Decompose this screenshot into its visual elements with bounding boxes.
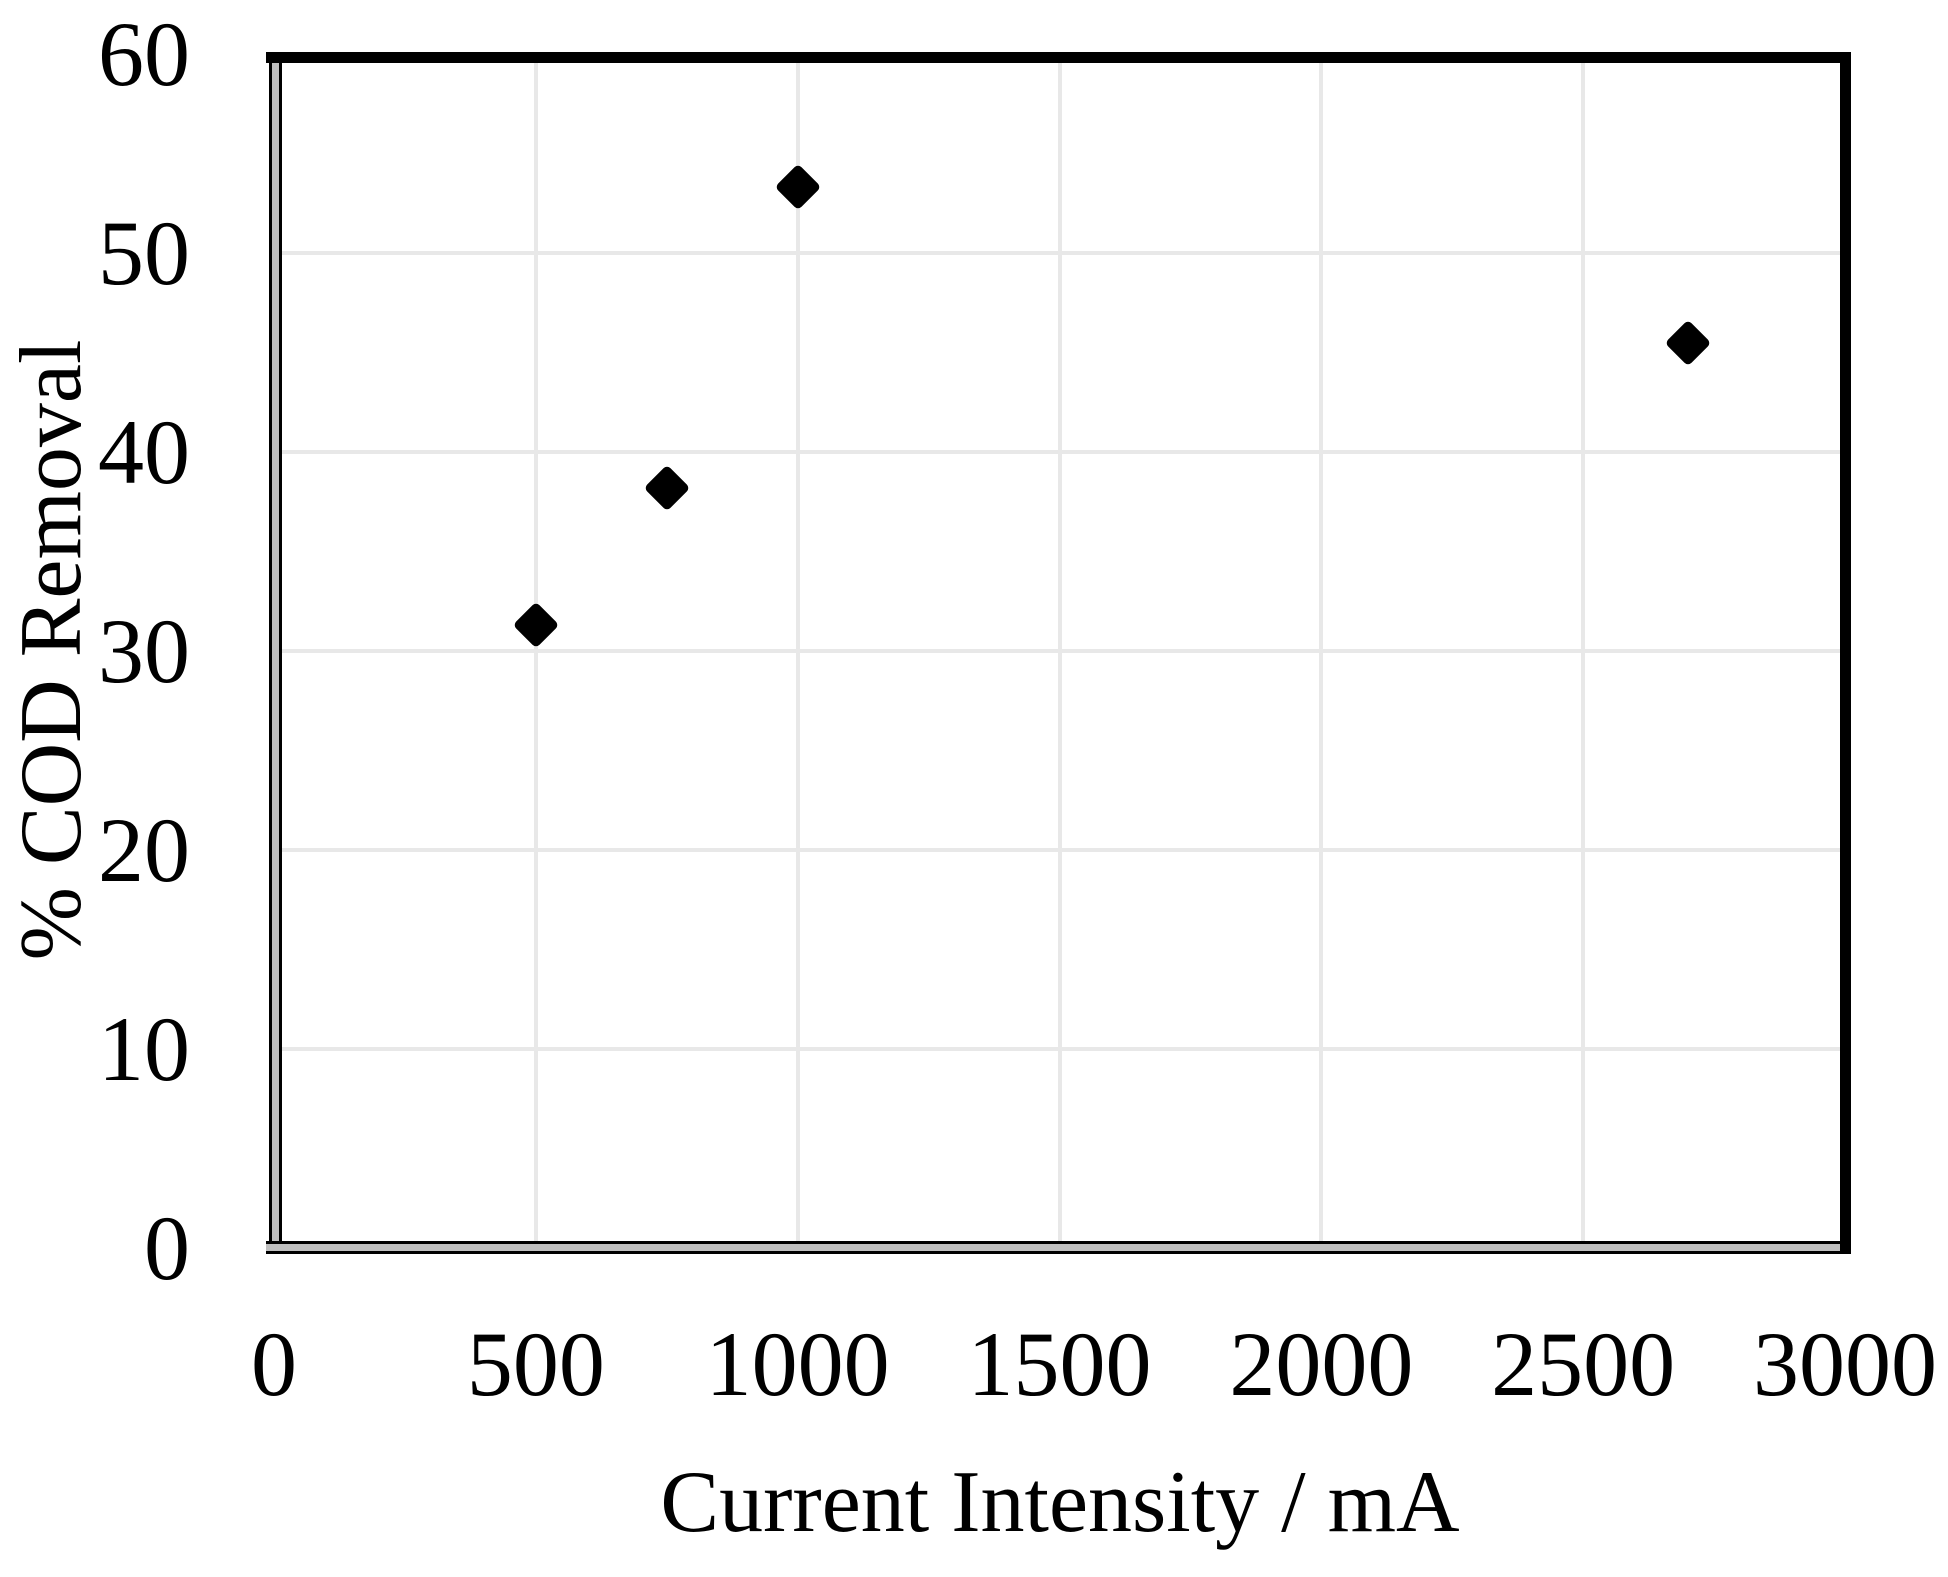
y-tick-label: 0 bbox=[144, 1197, 190, 1299]
data-point-marker bbox=[643, 464, 691, 512]
x-axis-line bbox=[266, 1241, 1851, 1254]
x-tick-label: 1000 bbox=[705, 1313, 890, 1415]
x-tick-label: 0 bbox=[251, 1313, 297, 1415]
plot-border-right bbox=[1840, 52, 1851, 1254]
y-tick-label: 20 bbox=[98, 799, 190, 901]
x-tick-label: 2500 bbox=[1491, 1313, 1676, 1415]
data-point-marker bbox=[512, 601, 560, 649]
data-point-marker bbox=[1664, 319, 1712, 366]
y-axis-title: % COD Removal bbox=[3, 339, 100, 961]
y-axis-line bbox=[269, 57, 282, 1254]
data-point-marker bbox=[774, 163, 821, 211]
y-tick-label: 60 bbox=[98, 3, 190, 105]
gridline-horizontal bbox=[282, 450, 1843, 454]
plot-area bbox=[282, 63, 1843, 1241]
y-tick-label: 10 bbox=[98, 998, 190, 1100]
x-tick-label: 2000 bbox=[1229, 1313, 1414, 1415]
gridline-horizontal bbox=[282, 649, 1843, 653]
y-tick-label: 50 bbox=[98, 202, 190, 304]
y-tick-label: 30 bbox=[98, 600, 190, 702]
plot-border-top bbox=[266, 52, 1851, 63]
x-tick-label: 500 bbox=[466, 1313, 605, 1415]
x-tick-label: 3000 bbox=[1753, 1313, 1937, 1415]
x-tick-label: 1500 bbox=[967, 1313, 1152, 1415]
y-tick-label: 40 bbox=[98, 401, 190, 503]
gridline-horizontal bbox=[282, 251, 1843, 255]
x-axis-title: Current Intensity / mA bbox=[660, 1454, 1460, 1551]
gridline-horizontal bbox=[282, 1047, 1843, 1051]
gridline-horizontal bbox=[282, 848, 1843, 852]
